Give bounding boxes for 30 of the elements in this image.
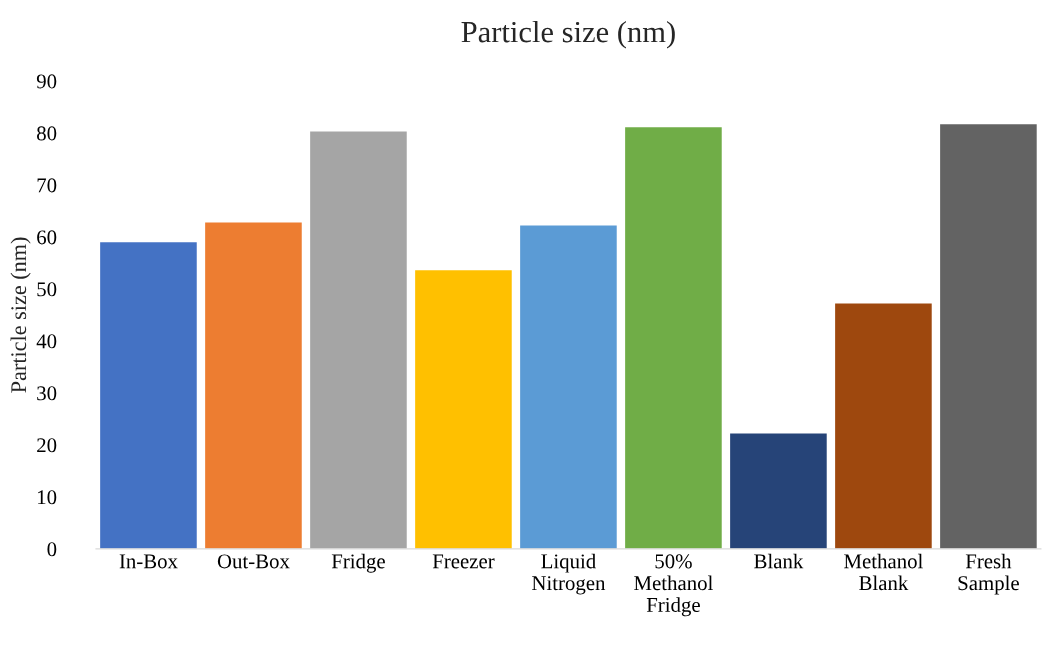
y-tick-label: 30 (37, 386, 57, 401)
y-tick-label: 60 (37, 230, 57, 245)
x-tick-label: Fresh Sample (958, 553, 1019, 595)
x-tick-label: 50% Methanol Fridge (634, 554, 713, 617)
x-tick-label: Blank (754, 553, 804, 569)
y-axis-title: Particle size (nm) (10, 237, 31, 393)
y-tick-label: 50 (37, 282, 57, 297)
bar (940, 124, 1037, 549)
y-tick-label: 20 (37, 438, 57, 453)
x-tick-label: Out-Box (217, 554, 290, 569)
y-tick-label: 40 (36, 334, 57, 349)
bar (100, 242, 197, 549)
bar (730, 433, 827, 549)
bar (205, 222, 302, 549)
x-tick-label: Methanol Blank (844, 553, 923, 591)
x-tick-label: Freezer (432, 554, 495, 569)
chart-title: Particle size (nm) (461, 20, 675, 49)
y-tick-label: 0 (47, 542, 57, 557)
x-tick-label: In-Box (119, 554, 178, 569)
bar (310, 131, 407, 549)
y-tick-label: 90 (36, 74, 57, 89)
y-tick-label: 10 (38, 490, 57, 505)
x-tick-label: Liquid Nitrogen (532, 553, 606, 595)
y-tick-label: 80 (37, 126, 57, 141)
bar (520, 225, 617, 549)
bar (625, 127, 722, 549)
bar (415, 270, 512, 549)
bar (835, 303, 932, 549)
y-tick-label: 70 (37, 178, 57, 193)
x-tick-label: Fridge (331, 553, 385, 573)
